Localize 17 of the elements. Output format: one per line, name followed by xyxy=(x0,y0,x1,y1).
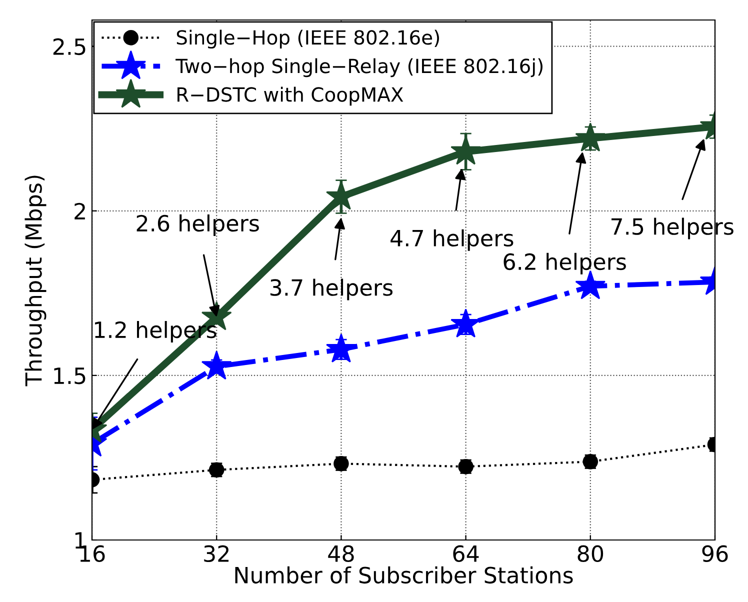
x-axis-title: Number of Subscriber Stations xyxy=(235,566,573,584)
x-tick-label: 48 xyxy=(328,545,354,562)
annotation: 4.7 helpers xyxy=(390,229,514,251)
annotation: 6.2 helpers xyxy=(504,252,626,274)
annotation: 2.6 helpers xyxy=(136,214,259,236)
y-tick-label: 1.5 xyxy=(54,368,86,384)
y-axis-title: Throughput (Mbps) xyxy=(24,176,46,386)
x-tick-label: 32 xyxy=(204,545,229,562)
legend-label: Two−hop Single−Relay (IEEE 802.16j) xyxy=(176,58,542,78)
x-tick-label: 96 xyxy=(702,545,728,562)
y-tick-label: 2 xyxy=(74,202,85,220)
annotation: 3.7 helpers xyxy=(270,278,393,300)
x-tick-label: 80 xyxy=(578,545,604,562)
x-tick-label: 64 xyxy=(453,545,479,562)
legend-label: Single−Hop (IEEE 802.16e) xyxy=(176,30,439,49)
legend-label: R−DSTC with CoopMAX xyxy=(178,86,404,106)
y-tick-label: 2.5 xyxy=(53,38,86,56)
